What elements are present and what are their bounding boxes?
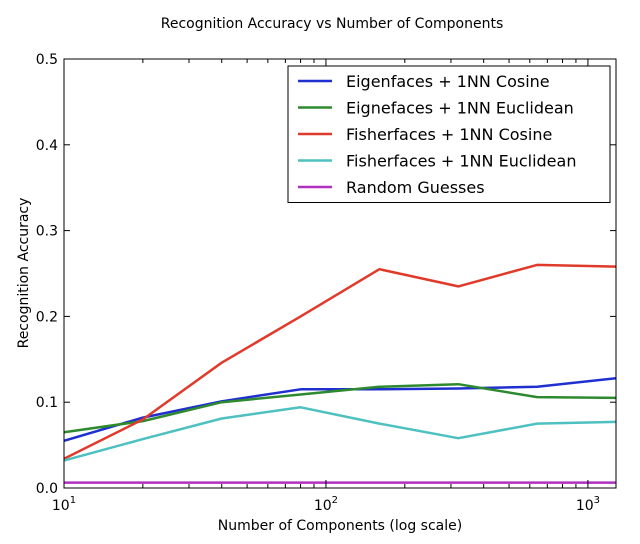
x-tick-label: 102: [314, 495, 338, 514]
plot-area: [64, 263, 616, 484]
y-tick-label: 0.2: [36, 309, 58, 325]
x-axis-label: Number of Components (log scale): [218, 518, 462, 534]
x-tick-label: 103: [576, 495, 600, 514]
legend-label: Fisherfaces + 1NN Euclidean: [346, 152, 576, 171]
series-line-2: [64, 382, 616, 434]
legend-box: [287, 65, 611, 203]
legend-label: Random Guesses: [346, 178, 485, 197]
series-line-3: [64, 263, 616, 460]
legend: Eigenfaces + 1NN Cosine Eignefaces + 1NN …: [287, 65, 611, 203]
y-axis-label: Recognition Accuracy: [16, 198, 32, 349]
y-tick-label: 0.4: [36, 138, 58, 154]
legend-label: Fisherfaces + 1NN Cosine: [346, 125, 552, 144]
y-tick-label: 0.5: [36, 52, 58, 68]
plot-frame: [63, 58, 617, 489]
series-line-4: [64, 406, 616, 462]
series-line-1: [64, 376, 616, 442]
legend-label: Eigenfaces + 1NN Cosine: [346, 72, 550, 91]
x-tick-label: 101: [52, 495, 76, 514]
chart-title: Recognition Accuracy vs Number of Compon…: [161, 16, 504, 32]
legend-label: Eignefaces + 1NN Euclidean: [346, 99, 574, 118]
y-tick-label: 0.0: [36, 481, 58, 497]
y-tick-label: 0.3: [36, 224, 58, 240]
y-tick-label: 0.1: [36, 395, 58, 411]
